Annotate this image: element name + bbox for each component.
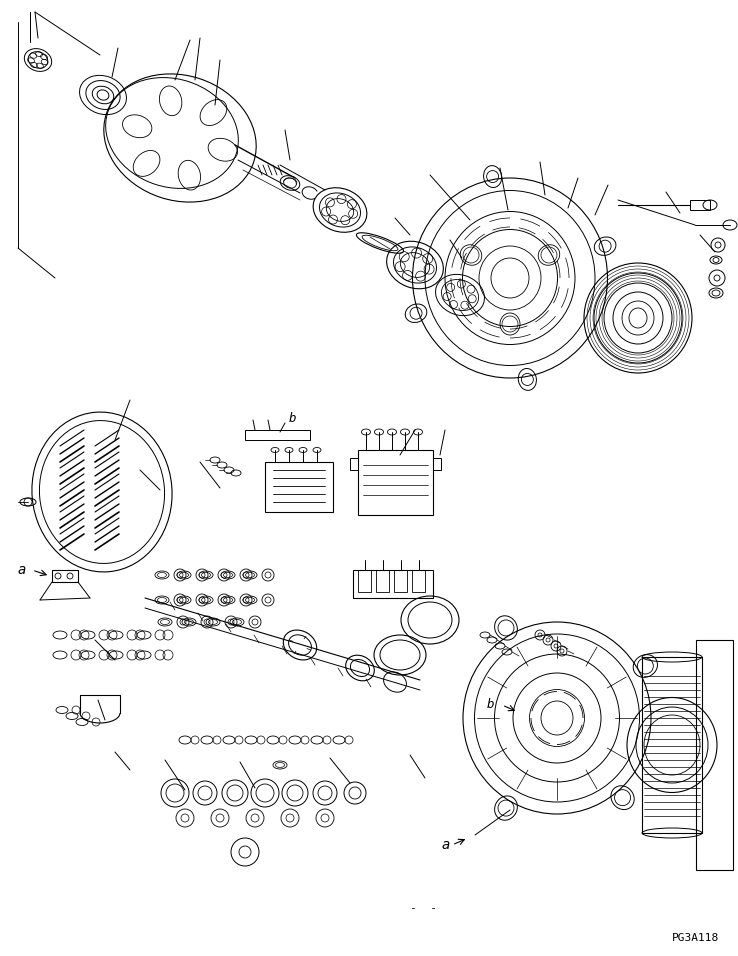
- Text: PG3A118: PG3A118: [672, 933, 720, 943]
- Text: a: a: [442, 838, 450, 852]
- Text: b: b: [486, 699, 494, 711]
- Text: b: b: [289, 411, 296, 424]
- Text: a: a: [18, 563, 27, 577]
- Text: -  -: - -: [410, 903, 437, 913]
